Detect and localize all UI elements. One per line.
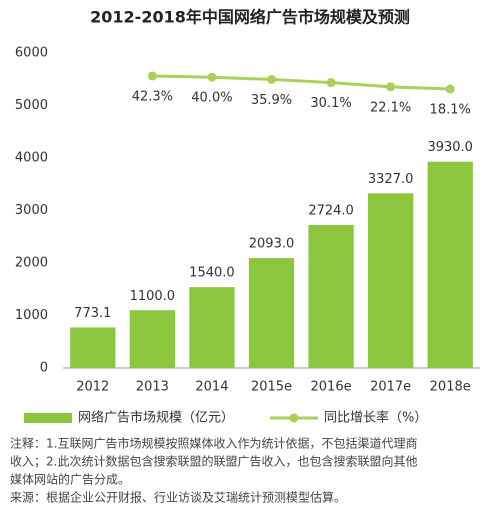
bar-value-label: 3327.0 (368, 172, 414, 187)
line (152, 74, 451, 91)
x-tick-label: 2014 (195, 380, 228, 395)
line-value-label: 42.3% (132, 89, 173, 104)
y-tick-label: 3000 (15, 203, 48, 218)
note: 媒体网站的广告分成。 (10, 472, 130, 487)
x-tick-label: 2016e (311, 380, 352, 395)
x-tick-label: 2017e (370, 380, 411, 395)
line-point (267, 74, 276, 84)
bar (427, 161, 473, 368)
bar-value-label: 773.1 (74, 306, 111, 321)
y-tick-label: 0 (40, 361, 48, 376)
line-point (326, 78, 336, 88)
line-value-label: 40.0% (191, 91, 232, 106)
line-value-label: 30.1% (310, 96, 351, 111)
bar-value-label: 1540.0 (189, 266, 235, 281)
bar (189, 287, 235, 368)
legend-label: 同比增长率（%） (324, 410, 427, 426)
bar (368, 193, 414, 368)
legend-swatch (24, 413, 72, 423)
note: 收入；2.此次统计数据包含搜索联盟的联盟广告收入，也包含搜索联盟向其他 (10, 454, 417, 469)
note: 来源：根据企业公开财报、行业访谈及艾瑞统计预测模型估算。 (10, 490, 346, 505)
note: 注释：1.互联网广告市场规模按照媒体收入作为统计依据，不包括渠道代理商 (10, 436, 417, 451)
line-point (147, 71, 157, 81)
y-tick-label: 1000 (15, 308, 48, 323)
x-tick-label: 2013 (136, 380, 169, 395)
bar (129, 310, 175, 368)
x-tick-label: 2015e (251, 380, 292, 395)
line-value-label: 18.1% (430, 103, 471, 118)
y-tick-label: 5000 (15, 98, 48, 113)
x-tick-label: 2012 (76, 380, 109, 395)
bar-value-label: 1100.0 (130, 289, 176, 304)
x-tick-label: 2018e (430, 380, 471, 395)
line-point (386, 82, 396, 92)
y-tick-label: 4000 (15, 151, 48, 166)
chart-title: 2012-2018年中国网络广告市场规模及预测 (90, 8, 410, 27)
bar-value-label: 3930.0 (427, 140, 473, 155)
bar (308, 224, 354, 368)
bar (248, 258, 295, 368)
line-value-label: 22.1% (370, 100, 411, 115)
line-value-label: 35.9% (251, 93, 292, 108)
legend-swatch (289, 413, 299, 423)
bar (70, 327, 116, 368)
legend-label: 网络广告市场规模（亿元） (78, 410, 234, 426)
line-point (445, 84, 455, 94)
bar-value-label: 2724.0 (308, 203, 354, 218)
bar-value-label: 2093.0 (249, 237, 295, 252)
y-tick-label: 2000 (15, 256, 48, 271)
y-tick-label: 6000 (15, 46, 48, 61)
line-point (207, 72, 217, 82)
